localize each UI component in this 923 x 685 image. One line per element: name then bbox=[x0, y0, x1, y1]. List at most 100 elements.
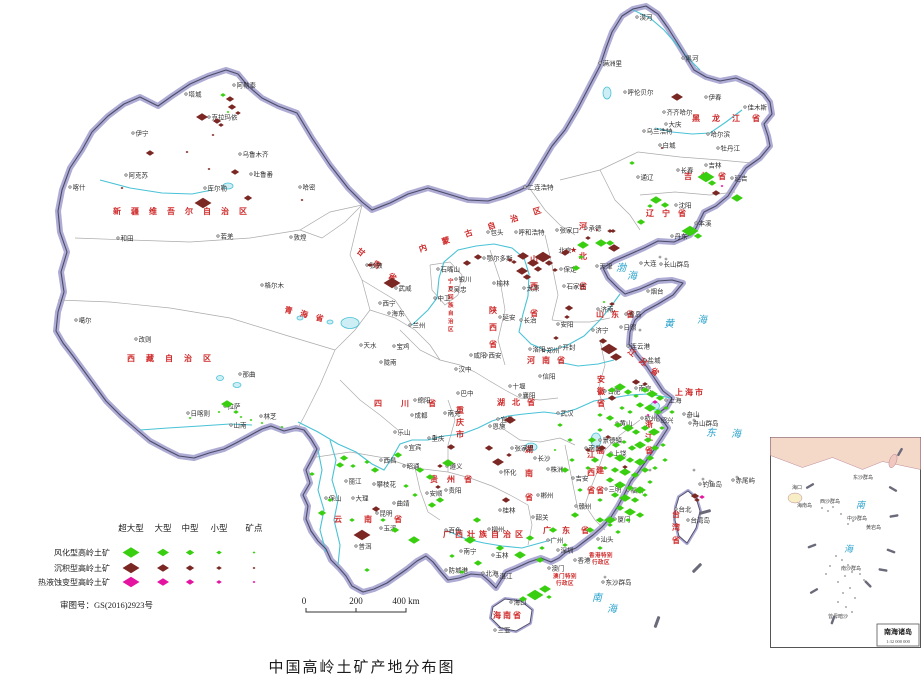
deposit-marker-w bbox=[610, 492, 620, 498]
deposit-marker-w bbox=[619, 406, 625, 410]
deposit-marker-w bbox=[614, 481, 626, 489]
inset-island-label: 黄岩岛 bbox=[866, 524, 881, 531]
deposit-marker-s bbox=[367, 263, 373, 267]
city-label: 大理 bbox=[356, 494, 370, 503]
inset-sea-label: 南 bbox=[856, 500, 867, 510]
city-label: 海东 bbox=[392, 309, 406, 318]
province-label: 广西壮族自治区 bbox=[443, 529, 527, 539]
sea-label: 黄 bbox=[664, 318, 675, 330]
city-dot bbox=[238, 372, 242, 376]
city-dot bbox=[492, 281, 496, 285]
city-dot bbox=[571, 476, 575, 480]
deposit-marker-w bbox=[669, 410, 675, 414]
city-dot bbox=[454, 367, 458, 371]
river bbox=[329, 439, 341, 566]
city-dot bbox=[408, 323, 412, 327]
deposit-marker-w bbox=[607, 523, 613, 527]
deposit-marker-w bbox=[642, 493, 648, 497]
deposit-marker-w bbox=[595, 517, 605, 523]
city-label: 克拉玛依 bbox=[212, 113, 239, 122]
city-label: 郴州 bbox=[541, 491, 554, 500]
deposit-marker-s bbox=[212, 118, 222, 124]
city-label: 包头 bbox=[491, 228, 505, 237]
city-label: 东沙群岛 bbox=[606, 578, 632, 587]
deposit-marker-w bbox=[646, 390, 658, 398]
deposit-marker-w bbox=[630, 472, 640, 478]
deposit-marker-w bbox=[613, 422, 623, 428]
city-dot bbox=[664, 122, 668, 126]
city-dot bbox=[522, 286, 526, 290]
deposit-marker-w bbox=[435, 497, 445, 503]
inset-island-dot bbox=[836, 600, 840, 604]
city-label: 成都 bbox=[415, 411, 429, 420]
inset-island-dot bbox=[836, 580, 840, 584]
city-label: 长治 bbox=[524, 316, 538, 325]
deposit-marker-s bbox=[235, 111, 241, 115]
province-label: 新疆维吾尔自治区 bbox=[113, 206, 257, 216]
inset-island-label: 海口 bbox=[792, 484, 802, 491]
deposit-marker-w bbox=[624, 508, 636, 516]
inset-boundary-dash bbox=[864, 580, 872, 588]
city-label: 舟山群岛 bbox=[693, 419, 719, 428]
deposit-marker-w bbox=[472, 517, 482, 523]
deposit-marker-w bbox=[364, 460, 370, 464]
city-dot bbox=[496, 417, 500, 421]
city-label: 延吉 bbox=[735, 174, 749, 183]
city-label: 宜宾 bbox=[409, 443, 423, 452]
city-label: 喀什 bbox=[73, 183, 87, 192]
city-label: 承德 bbox=[589, 224, 603, 233]
city-label: 长沙 bbox=[538, 454, 552, 463]
city-dot bbox=[636, 175, 640, 179]
city-dot bbox=[372, 482, 376, 486]
deposit-marker-h bbox=[646, 413, 650, 417]
deposit-marker-w bbox=[650, 196, 662, 204]
city-label: 通辽 bbox=[641, 173, 655, 182]
city-label: 百色 bbox=[449, 526, 463, 535]
deposit-marker-w bbox=[280, 425, 284, 429]
province-boundary bbox=[57, 299, 336, 351]
city-dot bbox=[518, 393, 522, 397]
city-dot bbox=[444, 528, 448, 532]
small-island bbox=[701, 477, 705, 481]
province-boundary bbox=[637, 151, 753, 164]
city-label: 舟山 bbox=[687, 410, 700, 419]
deposit-marker-s bbox=[196, 113, 208, 121]
province-boundary bbox=[447, 399, 456, 472]
city-label: 林芝 bbox=[264, 412, 278, 421]
deposit-marker-w bbox=[415, 467, 425, 473]
lake bbox=[232, 382, 242, 388]
inset-island-dot bbox=[834, 554, 838, 558]
city-dot bbox=[488, 424, 492, 428]
city-dot bbox=[640, 416, 644, 420]
city-dot bbox=[289, 235, 293, 239]
city-dot bbox=[591, 328, 595, 332]
city-dot bbox=[393, 430, 397, 434]
deposit-marker-w bbox=[625, 485, 635, 491]
city-dot bbox=[260, 283, 264, 287]
inset-boundary-dash bbox=[889, 514, 899, 518]
deposit-marker-s bbox=[120, 186, 124, 190]
deposit-marker-w bbox=[427, 502, 437, 508]
inset-boundary-dash bbox=[886, 548, 896, 554]
inset-island-label: 海南岛 bbox=[797, 502, 812, 509]
deposit-marker-w bbox=[621, 440, 627, 444]
city-dot bbox=[674, 203, 678, 207]
city-dot bbox=[604, 487, 608, 491]
city-label: 吉林 bbox=[709, 161, 723, 170]
city-dot bbox=[531, 515, 535, 519]
deposit-marker-w bbox=[217, 410, 221, 414]
city-label: 澳门 bbox=[552, 564, 565, 573]
deposit-marker-w bbox=[605, 240, 615, 246]
deposit-marker-w bbox=[390, 527, 400, 533]
deposit-marker-s bbox=[511, 260, 517, 264]
deposit-marker-w bbox=[635, 402, 645, 408]
sea-label: 东 bbox=[706, 427, 717, 439]
city-dot bbox=[598, 438, 602, 442]
city-dot bbox=[730, 176, 734, 180]
city-dot bbox=[556, 548, 560, 552]
city-label: 盐城 bbox=[648, 356, 662, 365]
city-label: 济南 bbox=[601, 305, 615, 314]
city-label: 郑州 bbox=[547, 347, 560, 355]
deposit-marker-w bbox=[634, 441, 646, 449]
city-label: 延安 bbox=[503, 313, 517, 322]
